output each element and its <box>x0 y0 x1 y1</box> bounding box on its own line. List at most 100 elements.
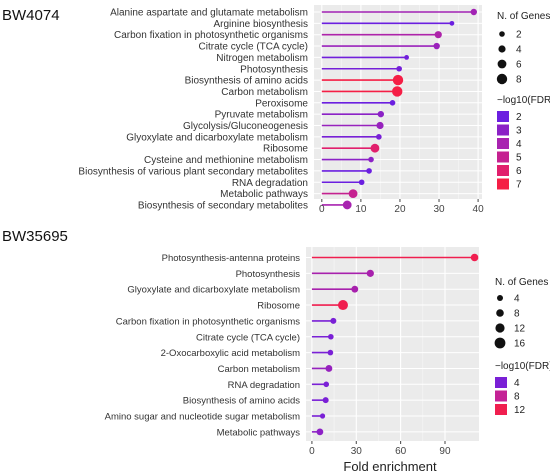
lollipop-point <box>392 74 404 86</box>
legend-size-title: N. of Genes <box>497 11 550 22</box>
legend-color-label: 4 <box>516 139 522 150</box>
category-label: Peroxisome <box>255 98 308 109</box>
lollipop-point <box>389 100 396 106</box>
x-tick-label: 20 <box>394 204 406 215</box>
category-label: Ribosome <box>257 301 300 312</box>
legend-color-label: 3 <box>516 126 522 137</box>
legend-size-title: N. of Genes <box>495 277 548 288</box>
x-tick-label: 40 <box>473 204 485 215</box>
category-label: Carbon metabolism <box>221 87 308 98</box>
lollipop-point <box>366 269 374 277</box>
legend-color-key <box>495 390 507 402</box>
category-label: RNA degradation <box>228 380 300 391</box>
legend-color-label: 8 <box>514 392 520 403</box>
legend-color-key <box>497 151 509 163</box>
legend-color-title: −log10(FDR) <box>497 95 550 106</box>
category-label: Biosynthesis of secondary metabolites <box>138 200 308 211</box>
lollipop-point <box>325 365 333 372</box>
category-label: Metabolic pathways <box>217 427 301 438</box>
legend-color-label: 2 <box>516 112 522 123</box>
legend-size-label: 16 <box>514 339 526 350</box>
lollipop-point <box>368 156 374 163</box>
lollipop-point <box>449 20 455 26</box>
lollipop-point <box>377 110 385 118</box>
category-label: Photosynthesis <box>240 64 308 75</box>
x-tick-label: 90 <box>439 446 451 457</box>
x-tick-label: 30 <box>351 446 363 457</box>
category-label: Biosynthesis of amino acids <box>185 76 308 87</box>
category-label: Biosynthesis of various plant secondary … <box>78 166 308 177</box>
legend-size-label: 6 <box>516 60 522 71</box>
category-label: Carbon fixation in photosynthetic organi… <box>116 316 301 327</box>
lollipop-point <box>319 413 326 419</box>
lollipop-point <box>351 285 359 293</box>
x-axis-title: Fold enrichment <box>343 459 437 474</box>
lollipop-point <box>327 349 334 356</box>
legend-color-label: 7 <box>516 180 522 191</box>
legend-size-label: 2 <box>516 30 522 41</box>
lollipop-point <box>322 397 329 404</box>
lollipop-point <box>348 189 358 199</box>
legend-size-label: 8 <box>516 75 522 86</box>
category-label: Photosynthesis <box>236 269 301 280</box>
lollipop-point <box>433 42 440 50</box>
lollipop-point <box>328 333 334 340</box>
category-label: Citrate cycle (TCA cycle) <box>199 42 308 53</box>
legend-color-key <box>495 404 507 415</box>
category-label: Alanine aspartate and glutamate metaboli… <box>110 8 308 19</box>
category-label: Carbon fixation in photosynthetic organi… <box>114 30 308 41</box>
x-tick-label: 30 <box>433 204 445 215</box>
legend-color-key <box>497 165 509 176</box>
category-label: Photosynthesis-antenna proteins <box>162 253 301 264</box>
lollipop-point <box>370 143 380 153</box>
legend-color-label: 4 <box>514 378 520 389</box>
category-label: Nitrogen metabolism <box>216 53 308 64</box>
legend-size-key <box>497 59 507 69</box>
category-label: Biosynthesis of amino acids <box>183 396 300 407</box>
x-tick-label: 0 <box>319 204 325 215</box>
category-label: Amino sugar and nucleotide sugar metabol… <box>105 412 300 423</box>
plot-background <box>306 247 479 441</box>
panel-bw4074: BW4074 Alanine aspartate and glutamate me… <box>2 5 550 215</box>
category-label: Pyruvate metabolism <box>215 110 308 121</box>
lollipop-point <box>470 8 477 16</box>
lollipop-point <box>342 200 352 210</box>
category-label: Glyoxylate and dicarboxylate metabolism <box>127 285 300 296</box>
lollipop-point <box>316 428 324 436</box>
lollipop-point <box>366 168 372 174</box>
category-label: Cysteine and methionine metabolism <box>144 155 308 166</box>
legend-color-label: 5 <box>516 153 522 164</box>
category-label: Arginine biosynthesis <box>214 19 309 30</box>
lollipop-point <box>404 55 409 60</box>
legend-size-label: 4 <box>516 45 522 56</box>
lollipop-point <box>358 179 365 186</box>
category-label: Citrate cycle (TCA cycle) <box>196 332 300 343</box>
legend-color-key <box>497 138 509 149</box>
lollipop-point <box>434 31 442 39</box>
category-label: Carbon metabolism <box>218 364 300 375</box>
legend-size-label: 4 <box>514 294 520 305</box>
lollipop-point <box>323 381 330 388</box>
lollipop-point <box>392 86 403 97</box>
legend-size-key <box>495 323 505 333</box>
category-label: Metabolic pathways <box>220 189 308 200</box>
lollipop-point <box>396 65 402 72</box>
x-tick-label: 0 <box>309 446 315 457</box>
legend-color-key <box>497 178 509 190</box>
legend-color-title: −log10(FDR) <box>495 361 550 372</box>
legend-size-key <box>496 73 508 85</box>
x-tick-label: 60 <box>395 446 407 457</box>
legend-size-key <box>498 45 506 53</box>
category-label: 2-Oxocarboxylic acid metabolism <box>161 348 300 359</box>
category-label: RNA degradation <box>232 178 308 189</box>
legend-color-key <box>497 124 509 136</box>
legend-color-label: 6 <box>516 166 522 177</box>
panel-title: BW4074 <box>2 7 60 24</box>
lollipop-point <box>330 317 337 324</box>
lollipop-point <box>376 134 382 140</box>
lollipop-point <box>337 300 348 311</box>
category-label: Glyoxylate and dicarboxylate metabolism <box>126 132 308 143</box>
panel-title: BW35695 <box>2 228 68 245</box>
category-label: Ribosome <box>263 144 308 155</box>
